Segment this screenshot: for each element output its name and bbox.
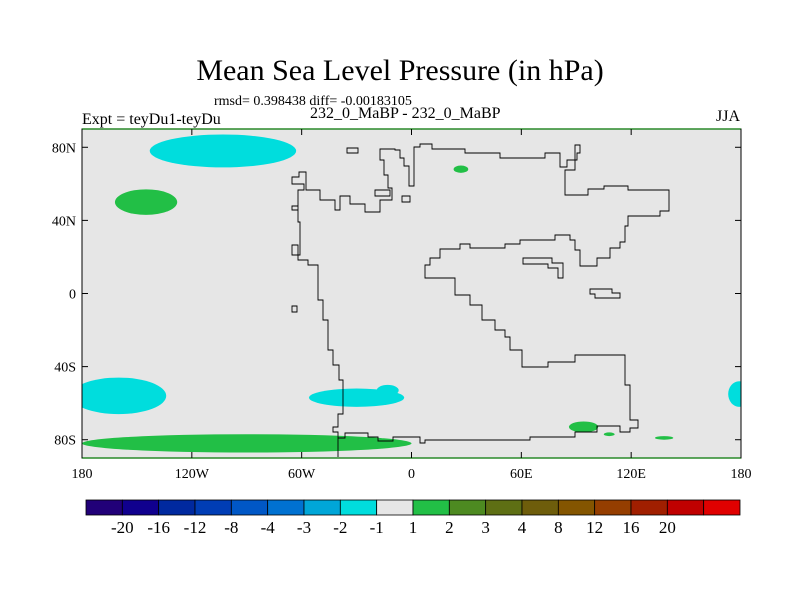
y-tick-label-2: 0 [69,288,76,303]
y-tick-label-4: 80S [54,434,76,449]
colorbar-swatch-2 [158,499,196,516]
colorbar-label-7: -1 [370,518,384,537]
colorbar-swatch-1 [121,499,160,516]
colorbar-swatch-6 [303,499,341,516]
y-tick-label-3: 40S [54,361,76,376]
colorbar-swatch-17 [703,499,741,516]
colorbar-label-5: -3 [297,518,311,537]
anomaly-region-6 [453,165,469,173]
colorbar-label-15: 20 [659,518,676,537]
colorbar-swatch-0 [85,499,123,516]
colorbar-swatch-11 [485,499,523,516]
colorbar-label-14: 16 [623,518,640,537]
island-north-east [374,189,391,197]
experiment-label: Expt = teyDu1-teyDu [82,111,221,128]
x-tick-label-3: 0 [408,467,415,482]
y-tick-label-0: 80N [52,141,76,156]
rmsd-diff-stats: rmsd= 0.398438 diff= -0.00183105 [214,94,412,109]
colorbar-swatch-13 [557,499,596,516]
period-label: 232_0_MaBP - 232_0_MaBP [310,105,501,122]
anomaly-region-4 [728,381,741,407]
colorbar-label-11: 4 [518,518,527,537]
island-small-north-2 [401,195,411,203]
colorbar-label-10: 3 [481,518,490,537]
colorbar-swatch-7 [339,499,378,516]
colorbar-swatch-5 [267,499,305,516]
colorbar-label-4: -4 [261,518,276,537]
x-tick-label-4: 60E [510,467,533,482]
colorbar-swatch-15 [630,499,668,516]
colorbar-swatch-14 [594,499,632,516]
colorbar-label-12: 8 [554,518,563,537]
southern-island [589,288,621,299]
coastline-main-continent [291,143,670,457]
colorbar: -20 -16 -12 -8 -4 -3 -2 -1 1 2 3 4 8 12 16 20 [85,499,741,537]
island-small-north [346,147,359,154]
colorbar-swatch-16 [666,499,705,516]
colorbar-swatch-4 [230,499,269,516]
colorbar-label-3: -8 [224,518,238,537]
anomaly-region-0 [149,134,297,168]
x-tick-label-5: 120E [616,467,646,482]
inner-sea [522,257,564,279]
anomaly-region-5 [114,189,178,215]
colorbar-label-0: -20 [111,518,134,537]
anomaly-region-9 [603,432,615,437]
colorbar-label-8: 1 [409,518,418,537]
colorbar-swatch-10 [448,499,487,516]
anomaly-region-1 [82,377,167,415]
colorbar-label-6: -2 [333,518,347,537]
season-label: JJA [716,108,741,125]
colorbar-label-1: -16 [147,518,170,537]
anomaly-region-8 [568,421,599,433]
x-tick-label-0: 180 [72,467,93,482]
colorbar-label-13: 12 [586,518,603,537]
continent-outlines [291,143,670,457]
colorbar-label-2: -12 [184,518,207,537]
y-tick-label-1: 40N [52,214,76,229]
island-west [291,305,298,313]
colorbar-swatch-12 [521,499,559,516]
axes: 180 120W 60W 0 60E 120E 180 80N 40N 0 40S 80S [52,129,752,482]
colorbar-swatch-3 [194,499,232,516]
anomaly-region-10 [654,436,674,440]
anomaly-region-3 [376,384,399,396]
anomaly-region-7 [82,434,412,453]
x-tick-label-2: 60W [288,467,316,482]
x-tick-label-6: 180 [731,467,752,482]
colorbar-label-9: 2 [445,518,454,537]
colorbar-swatch-8 [376,499,414,516]
colorbar-swatch-9 [412,499,450,516]
chart-title: Mean Sea Level Pressure (in hPa) [196,54,604,87]
map-background [82,129,741,458]
anomaly-regions [82,134,741,453]
x-tick-label-1: 120W [175,467,210,482]
